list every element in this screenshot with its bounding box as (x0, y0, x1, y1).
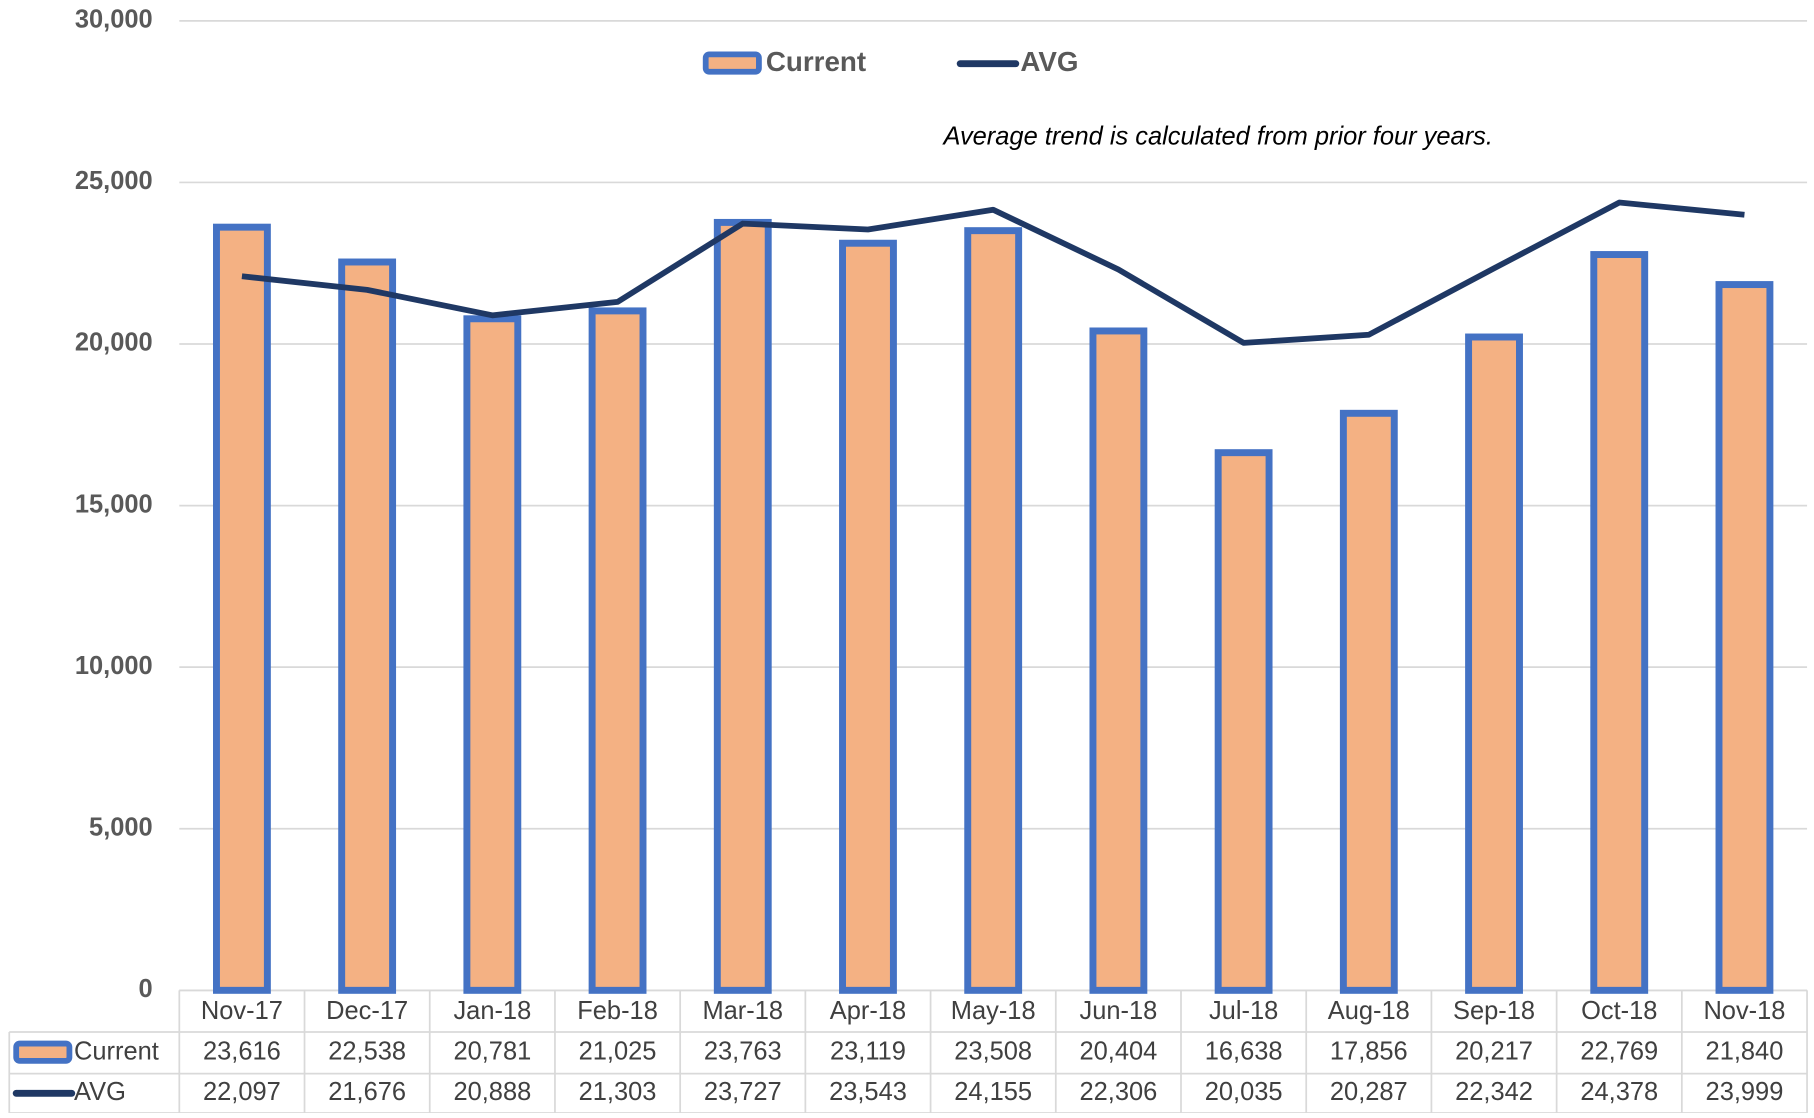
table-value: 17,856 (1330, 1038, 1408, 1066)
table-value: 24,378 (1580, 1078, 1658, 1106)
x-tick-label: Mar-18 (702, 997, 783, 1025)
table-value: 20,217 (1455, 1038, 1533, 1066)
table-value: 20,888 (453, 1078, 531, 1106)
legend-label: Current (766, 46, 866, 77)
x-tick-label: Apr-18 (830, 997, 906, 1025)
table-value: 23,763 (704, 1038, 782, 1066)
bar (1590, 251, 1649, 994)
line (241, 199, 1745, 346)
x-tick-label: Jan-18 (453, 997, 531, 1025)
table-row-label: AVG (74, 1078, 126, 1106)
table-value: 23,727 (704, 1078, 782, 1106)
y-tick-label: 30,000 (75, 6, 153, 34)
table-swatch (13, 1040, 73, 1064)
bar (1465, 333, 1523, 994)
table-value: 22,342 (1455, 1078, 1533, 1106)
table-value: 24,155 (954, 1078, 1032, 1106)
table-value: 22,306 (1079, 1078, 1157, 1106)
x-tick-label: Feb-18 (577, 997, 658, 1025)
legend-swatch (702, 51, 762, 75)
bar (1715, 281, 1774, 994)
table-value: 22,769 (1580, 1038, 1658, 1066)
bar (964, 227, 1023, 994)
y-tick-label: 15,000 (75, 490, 153, 518)
table-value: 20,404 (1079, 1038, 1157, 1066)
table-value: 20,035 (1205, 1078, 1283, 1106)
bar (1339, 409, 1398, 994)
y-tick-label: 20,000 (75, 329, 153, 357)
table-value: 20,287 (1330, 1078, 1408, 1106)
y-tick-label: 0 (139, 975, 153, 1003)
table-value: 22,538 (328, 1038, 406, 1066)
bar (1089, 327, 1148, 994)
x-tick-label: Aug-18 (1328, 997, 1410, 1025)
table-value: 22,097 (203, 1078, 281, 1106)
legend-label: AVG (1020, 46, 1078, 77)
y-tick-label: 5,000 (89, 813, 153, 841)
table-value: 23,508 (954, 1038, 1032, 1066)
bar (713, 218, 772, 994)
x-tick-label: Oct-18 (1581, 997, 1657, 1025)
table-value: 16,638 (1205, 1038, 1283, 1066)
bar (213, 223, 271, 994)
table-value: 20,781 (453, 1038, 531, 1066)
table-value: 23,616 (203, 1038, 281, 1066)
x-tick-label: Nov-17 (201, 997, 283, 1025)
y-tick-label: 10,000 (75, 652, 153, 680)
x-tick-label: Jul-18 (1209, 997, 1278, 1025)
table-value: 21,303 (579, 1078, 657, 1106)
table-value: 21,840 (1706, 1038, 1784, 1066)
bar (588, 307, 647, 994)
x-tick-label: Sep-18 (1453, 997, 1535, 1025)
table-value: 23,119 (830, 1038, 906, 1066)
bar (1214, 449, 1273, 994)
table-value: 21,676 (328, 1078, 406, 1106)
x-tick-label: Jun-18 (1080, 997, 1158, 1025)
annotation: Average trend is calculated from prior f… (941, 122, 1493, 150)
table-row-label: Current (74, 1038, 159, 1066)
table-value: 23,999 (1706, 1078, 1784, 1106)
bar (338, 258, 397, 994)
bar (463, 315, 522, 994)
table-value: 21,025 (579, 1038, 657, 1066)
x-tick-label: Nov-18 (1703, 997, 1785, 1025)
table-value: 23,543 (829, 1078, 907, 1106)
x-tick-label: Dec-17 (326, 997, 408, 1025)
bar (839, 239, 897, 994)
x-tick-label: May-18 (951, 997, 1036, 1025)
y-tick-label: 25,000 (75, 167, 153, 195)
